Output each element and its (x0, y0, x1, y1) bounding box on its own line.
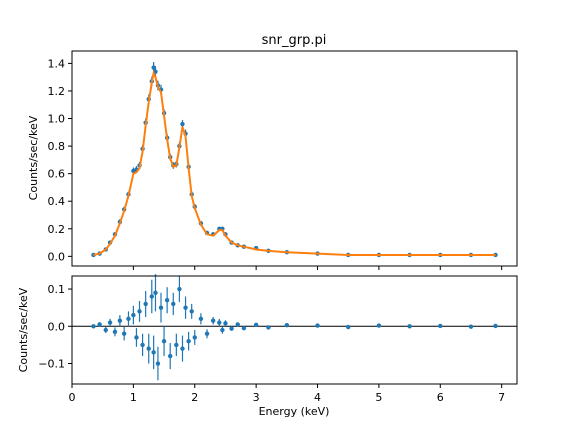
residuals-x-tick-label: 6 (437, 391, 444, 404)
residuals-data-point (407, 324, 412, 329)
residuals-data-point (140, 342, 145, 348)
residuals-plot-frame (71, 275, 518, 385)
residuals-y-tick-label: 0.1 (48, 283, 66, 296)
residuals-data-point (217, 320, 222, 325)
residuals-x-tick-label: 5 (375, 391, 382, 404)
residuals-data-point (189, 309, 194, 314)
residuals-y-tick-label: −0.1 (38, 358, 65, 371)
residuals-data-point (241, 325, 247, 331)
main-y-tick-label: 0.2 (48, 223, 66, 236)
residuals-data-point (183, 305, 188, 310)
residuals-plot-content (72, 274, 517, 381)
residuals-data-point (198, 316, 204, 322)
residuals-data-point (103, 327, 108, 333)
main-model-line (93, 69, 496, 256)
residuals-data-point (121, 331, 127, 336)
main-spectrum-panel: snr_grp.pi 0.0 0.2 0.4 0.6 0.8 1.0 1.2 1.4 Coun… (27, 33, 518, 270)
residuals-data-point (220, 327, 225, 333)
main-data-point (180, 121, 185, 127)
residuals-data-point (107, 320, 113, 325)
main-y-axis-label: Counts/sec/keV (27, 115, 40, 200)
residuals-data-point (117, 318, 123, 323)
residuals-data-point (253, 322, 259, 327)
residuals-data-point (158, 305, 164, 310)
residuals-data-point (164, 298, 170, 303)
residuals-data-point (229, 326, 234, 331)
residuals-data-point (161, 338, 167, 344)
residuals-data-point (180, 346, 185, 351)
main-y-tick-label: 0.4 (48, 195, 66, 208)
main-y-tick-label: 0.8 (48, 140, 66, 153)
residuals-x-tick-label: 7 (498, 391, 505, 404)
main-y-tick-label: 0.0 (48, 250, 66, 263)
residuals-data-point (97, 322, 102, 327)
residuals-panel-ticks: 0 1 2 3 4 5 6 7 0.1 0.0 −0.1 (38, 283, 505, 404)
main-plot-content (91, 62, 498, 258)
residuals-data-point (438, 323, 443, 329)
x-axis-label: Energy (keV) (259, 405, 330, 418)
residuals-data-point (346, 324, 351, 330)
residuals-data-point (266, 325, 271, 330)
residuals-data-point (112, 329, 118, 335)
residuals-data-point (168, 353, 173, 359)
residuals-data-point (153, 290, 158, 295)
main-panel-ticks: 0.0 0.2 0.4 0.6 0.8 1.0 1.2 1.4 (48, 57, 503, 270)
residuals-data-point (284, 322, 290, 328)
residuals-x-tick-label: 3 (253, 391, 260, 404)
main-y-tick-label: 1.0 (48, 113, 66, 126)
main-y-tick-label: 1.4 (48, 57, 66, 70)
residuals-data-point (376, 323, 382, 328)
residuals-data-point (151, 350, 156, 355)
residuals-y-axis-label: Counts/sec/keV (17, 287, 30, 372)
main-plot-frame (71, 50, 518, 267)
chart-title: snr_grp.pi (262, 33, 327, 48)
main-y-tick-label: 0.6 (48, 168, 66, 181)
residuals-x-tick-label: 1 (130, 391, 137, 404)
residuals-data-point (186, 338, 191, 344)
residuals-data-point (149, 294, 154, 299)
residuals-data-point (210, 318, 216, 323)
residuals-data-point (174, 342, 179, 348)
residuals-y-tick-label: 0.0 (48, 320, 66, 333)
residuals-data-point (468, 324, 474, 329)
residuals-data-point (177, 286, 182, 292)
residuals-panel: 0 1 2 3 4 5 6 7 0.1 0.0 −0.1 Counts/sec/keV Energy… (17, 274, 518, 418)
residuals-x-tick-label: 0 (69, 391, 76, 404)
main-data-point (151, 65, 156, 70)
main-y-tick-label: 1.2 (48, 85, 66, 98)
residuals-data-point (171, 301, 176, 307)
residuals-data-point (137, 309, 142, 314)
residuals-data-point (155, 361, 161, 366)
residuals-data-point (134, 335, 139, 340)
residuals-data-point (91, 324, 96, 329)
residuals-data-point (192, 335, 197, 340)
residuals-data-point (493, 323, 498, 329)
residuals-data-point (315, 323, 320, 328)
residuals-data-point (235, 322, 240, 327)
residuals-data-point (146, 346, 151, 351)
residuals-data-point (126, 316, 131, 322)
residuals-x-tick-label: 4 (314, 391, 321, 404)
residuals-data-point (131, 312, 136, 318)
residuals-x-tick-label: 2 (191, 391, 198, 404)
residuals-data-point (204, 331, 210, 336)
residuals-data-point (143, 301, 148, 307)
residuals-data-point (223, 321, 228, 326)
